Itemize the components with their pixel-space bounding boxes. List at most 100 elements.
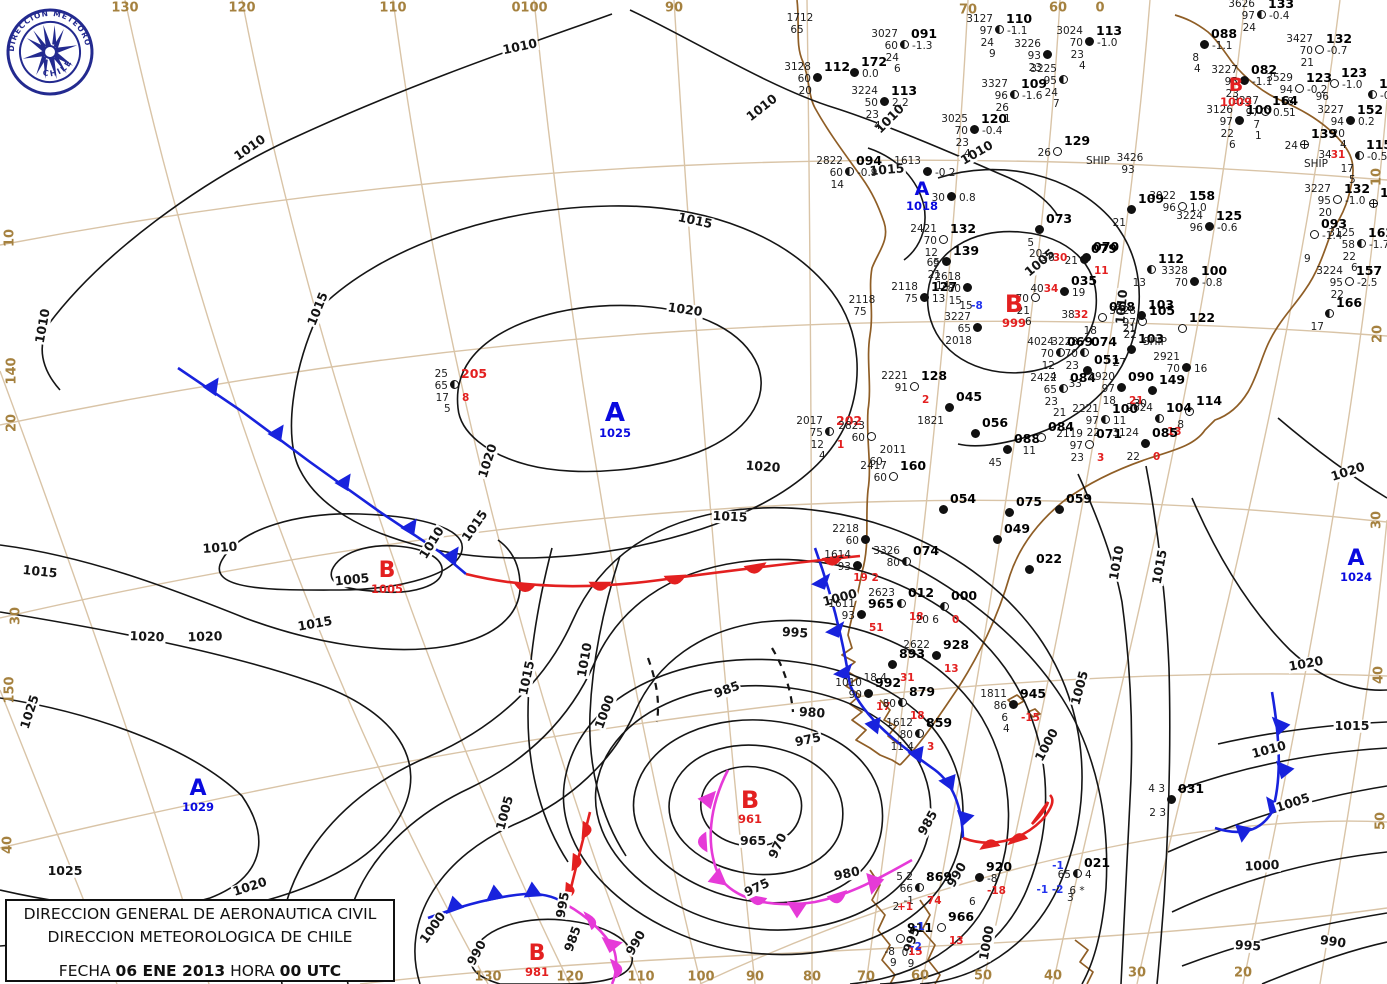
station-v: 166 <box>1336 295 1363 310</box>
station-v: 911 <box>907 920 934 935</box>
station-bl: 17 <box>1340 163 1354 175</box>
map-annotation: 2118 <box>848 293 876 306</box>
pressure-letter: B <box>378 558 396 583</box>
station-l: 97 <box>1069 440 1083 452</box>
cloud-cover-icon <box>1178 324 1187 333</box>
cloud-cover-icon <box>813 73 822 82</box>
cloud-cover-icon <box>1083 366 1092 375</box>
station-bl: -8 <box>884 946 895 958</box>
station-bl: 22 <box>1342 251 1356 263</box>
station-b: 4 <box>1079 60 1086 72</box>
graticule-label: 20 <box>4 413 20 433</box>
station-tl: 3225 <box>1030 63 1057 75</box>
station-b: 4 <box>1003 723 1010 735</box>
station-v: 139 <box>1311 126 1338 141</box>
station-v: 132 <box>1326 31 1353 46</box>
station-v: 966 <box>948 909 975 924</box>
station-tl: 1010 <box>835 677 862 689</box>
station-v: 132 <box>1344 181 1371 196</box>
isobar-value-label: 1020 <box>128 628 166 645</box>
cloud-cover-icon <box>940 602 949 611</box>
station-v: 133 <box>1268 0 1295 11</box>
isobar-value-label: 1020 <box>744 457 782 475</box>
pressure-letter: A <box>604 398 626 428</box>
low-pressure-center: B 999 <box>1002 292 1026 330</box>
cloud-cover-icon <box>861 535 870 544</box>
map-annotation: 31 <box>1330 148 1346 161</box>
station-tl: 3228 <box>1051 336 1078 348</box>
station-t: -1.1 <box>1252 76 1273 88</box>
station-l: 90 <box>848 689 862 701</box>
graticule-label: 20 <box>1370 324 1386 344</box>
station-tl: 1613 <box>894 155 921 167</box>
station-v: 000 <box>951 588 978 603</box>
cloud-cover-icon <box>1167 795 1176 804</box>
cloud-cover-icon <box>1009 700 1018 709</box>
station-l: 94 <box>1279 84 1293 96</box>
cloud-cover-icon <box>1200 40 1209 49</box>
station-tl: 3227 <box>1232 95 1259 107</box>
station-t: -8 <box>987 873 998 885</box>
occluded-front <box>566 769 913 984</box>
chart-hour: 00 UTC <box>279 961 342 980</box>
cloud-cover-icon <box>1098 313 1107 322</box>
station-b: 7 <box>1053 98 1060 110</box>
station-v: 879 <box>909 684 936 699</box>
graticule-label: 70 <box>958 2 978 18</box>
cloud-cover-icon <box>1005 508 1014 517</box>
graticule-label: 80 <box>802 969 822 984</box>
graticule-label: 110 <box>627 969 655 984</box>
pressure-value: 1029 <box>181 800 215 814</box>
station-bl: 24 <box>980 37 994 49</box>
station-b: 6 <box>894 63 901 75</box>
cloud-cover-icon <box>825 427 834 436</box>
station-bl: 24 <box>1044 87 1058 99</box>
station-bl: 21 <box>927 269 941 281</box>
station-tl: 3128 <box>784 61 811 73</box>
station-t: -1.0 <box>1345 195 1366 207</box>
graticule-label: 130 <box>474 969 502 984</box>
station-tl: 1611 <box>828 598 855 610</box>
isobar-value-label: 1010 <box>201 538 239 556</box>
station-l: 80 <box>947 283 961 295</box>
station-l: 65 <box>957 323 971 335</box>
graticule-label: 90 <box>664 0 684 16</box>
cloud-cover-icon <box>1300 140 1309 149</box>
map-annotation: 2 <box>892 900 900 913</box>
cloud-cover-icon <box>1147 265 1156 274</box>
station-bl: 96 <box>1315 91 1329 103</box>
station-l: 94 <box>1330 116 1344 128</box>
station-r: 3 <box>927 741 935 753</box>
station-bl: 20 6 <box>915 614 939 626</box>
station-r: 51 <box>869 622 884 634</box>
station-r: 13 <box>949 935 964 947</box>
cloud-cover-icon <box>920 293 929 302</box>
station-v: 928 <box>943 637 970 652</box>
isobar-value-label: 1015 <box>711 507 749 525</box>
station-bl: 23 <box>955 137 969 149</box>
station-b: 4 <box>1050 371 1057 383</box>
warm-front <box>465 554 1054 906</box>
station-l: 70 <box>1040 348 1054 360</box>
station-bl: 23 <box>1070 49 1084 61</box>
station-v: 088 <box>1014 431 1041 446</box>
station-bl: 30 <box>1133 398 1147 410</box>
station-l: 70 <box>1299 45 1313 57</box>
station-v: 069 <box>1067 334 1094 349</box>
station-bl: 8 <box>1177 419 1184 431</box>
station-b: 6 <box>969 896 976 908</box>
map-annotation: 9 <box>907 957 915 970</box>
station-b: 14 <box>936 280 950 292</box>
station-b: 9 <box>890 957 897 969</box>
map-annotation: 15 <box>959 299 973 312</box>
station-v: 105 <box>1149 303 1176 318</box>
map-annotation: 1712 <box>786 11 814 24</box>
logo-starburst <box>22 24 78 80</box>
cloud-cover-icon <box>1205 222 1214 231</box>
station-v: 158 <box>1189 188 1216 203</box>
cloud-cover-icon <box>1101 415 1110 424</box>
isobar-value-label: 965 <box>738 832 768 848</box>
